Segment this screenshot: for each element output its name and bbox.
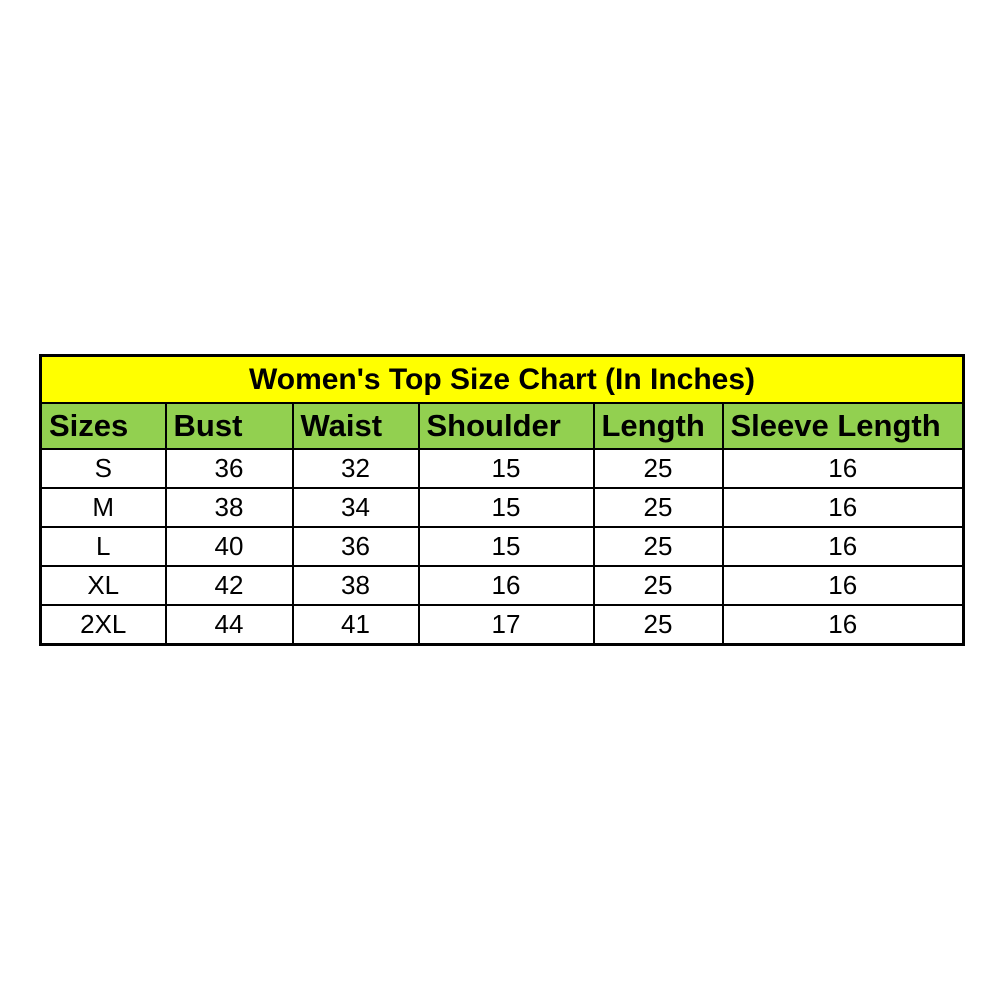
table-row-s: S 36 32 15 25 16 xyxy=(39,448,965,489)
waist-cell: 41 xyxy=(291,604,420,646)
shoulder-cell: 15 xyxy=(417,448,595,489)
length-cell: 25 xyxy=(592,448,724,489)
table-row-2xl: 2XL 44 41 17 25 16 xyxy=(39,604,965,646)
bust-cell: 40 xyxy=(164,526,294,567)
waist-cell: 32 xyxy=(291,448,420,489)
size-chart-table: Women's Top Size Chart (In Inches) Sizes… xyxy=(39,354,966,646)
waist-cell: 38 xyxy=(291,565,420,606)
bust-cell: 36 xyxy=(164,448,294,489)
sleeve-length-cell: 16 xyxy=(721,526,965,567)
sleeve-length-cell: 16 xyxy=(721,487,965,528)
size-cell: S xyxy=(39,448,167,489)
size-cell: XL xyxy=(39,565,167,606)
column-header-sleeve-length: Sleeve Length xyxy=(721,402,965,450)
size-cell: 2XL xyxy=(39,604,167,646)
shoulder-cell: 15 xyxy=(417,487,595,528)
table-header-row: Sizes Bust Waist Shoulder Length Sleeve … xyxy=(39,402,965,450)
column-header-bust: Bust xyxy=(164,402,294,450)
shoulder-cell: 17 xyxy=(417,604,595,646)
size-cell: L xyxy=(39,526,167,567)
column-header-waist: Waist xyxy=(291,402,420,450)
size-cell: M xyxy=(39,487,167,528)
waist-cell: 36 xyxy=(291,526,420,567)
bust-cell: 38 xyxy=(164,487,294,528)
table-row-xl: XL 42 38 16 25 16 xyxy=(39,565,965,606)
length-cell: 25 xyxy=(592,565,724,606)
bust-cell: 44 xyxy=(164,604,294,646)
waist-cell: 34 xyxy=(291,487,420,528)
shoulder-cell: 15 xyxy=(417,526,595,567)
table-row-l: L 40 36 15 25 16 xyxy=(39,526,965,567)
table-title-row: Women's Top Size Chart (In Inches) xyxy=(39,354,965,404)
bust-cell: 42 xyxy=(164,565,294,606)
sleeve-length-cell: 16 xyxy=(721,565,965,606)
column-header-shoulder: Shoulder xyxy=(417,402,595,450)
sleeve-length-cell: 16 xyxy=(721,604,965,646)
column-header-length: Length xyxy=(592,402,724,450)
length-cell: 25 xyxy=(592,604,724,646)
length-cell: 25 xyxy=(592,487,724,528)
length-cell: 25 xyxy=(592,526,724,567)
sleeve-length-cell: 16 xyxy=(721,448,965,489)
table-title: Women's Top Size Chart (In Inches) xyxy=(39,354,965,404)
table-row-m: M 38 34 15 25 16 xyxy=(39,487,965,528)
size-chart-container: Women's Top Size Chart (In Inches) Sizes… xyxy=(39,354,966,646)
column-header-sizes: Sizes xyxy=(39,402,167,450)
shoulder-cell: 16 xyxy=(417,565,595,606)
